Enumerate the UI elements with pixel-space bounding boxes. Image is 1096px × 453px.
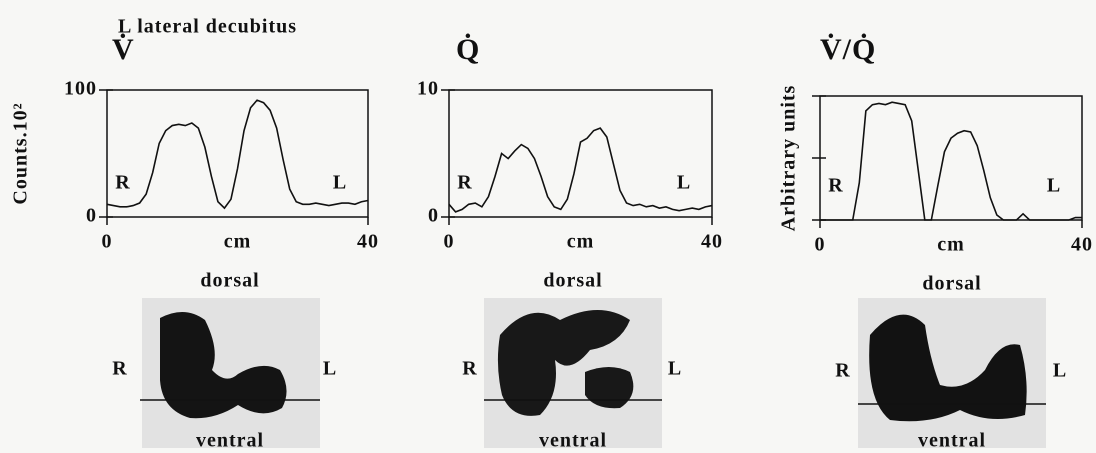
- x-tick-label: 0: [102, 231, 113, 253]
- x-tick-label: 40: [357, 231, 379, 253]
- data-line: [448, 127, 713, 213]
- figure-header: L lateral decubitus: [118, 16, 297, 38]
- scan-side-label: R: [835, 360, 850, 382]
- scan-side-label: L: [668, 358, 682, 380]
- scan-blob: [160, 311, 287, 419]
- scan-dorsal-label: dorsal: [543, 270, 602, 292]
- scan-ventral-label: ventral: [539, 430, 607, 452]
- scan-ventral-label: ventral: [196, 430, 264, 452]
- scan-side-label: R: [462, 358, 477, 380]
- scan-side-label: R: [112, 358, 127, 380]
- scan-side-label: L: [1053, 360, 1067, 382]
- chart-title: V̇/Q̇: [820, 33, 876, 66]
- side-label: L: [677, 172, 691, 194]
- plot-frame: [448, 89, 713, 218]
- data-line: [820, 101, 1082, 221]
- y-axis-label: Counts.10²: [10, 102, 32, 204]
- side-label: R: [457, 172, 472, 194]
- plot-frame: [106, 89, 369, 218]
- side-label: L: [1047, 175, 1061, 197]
- scan-blob: [585, 367, 634, 409]
- y-tick-label: 100: [64, 78, 97, 100]
- chart-title: V̇: [112, 33, 135, 66]
- x-axis-label: cm: [937, 234, 965, 256]
- scan-blob: [869, 314, 1027, 422]
- x-tick-label: 40: [1071, 234, 1093, 256]
- x-tick-label: 40: [701, 231, 723, 253]
- y-axis-label: Arbitrary units: [778, 85, 800, 232]
- side-label: L: [333, 172, 347, 194]
- scan-ventral-label: ventral: [918, 430, 986, 452]
- y-tick-label: 0: [428, 205, 439, 227]
- data-line: [106, 99, 369, 210]
- y-tick-label: 10: [417, 78, 439, 100]
- scan-images: [140, 298, 1046, 448]
- scan-side-label: L: [323, 358, 337, 380]
- side-label: R: [828, 175, 843, 197]
- y-tick-label: 0: [86, 205, 97, 227]
- scan-blob: [497, 310, 630, 416]
- x-tick-label: 0: [444, 231, 455, 253]
- scan-dorsal-label: dorsal: [922, 273, 981, 295]
- chart-title: Q̇: [456, 33, 480, 66]
- scan-dorsal-label: dorsal: [200, 270, 259, 292]
- x-axis-label: cm: [224, 231, 252, 253]
- x-axis-label: cm: [567, 231, 595, 253]
- side-label: R: [115, 172, 130, 194]
- x-tick-label: 0: [815, 234, 826, 256]
